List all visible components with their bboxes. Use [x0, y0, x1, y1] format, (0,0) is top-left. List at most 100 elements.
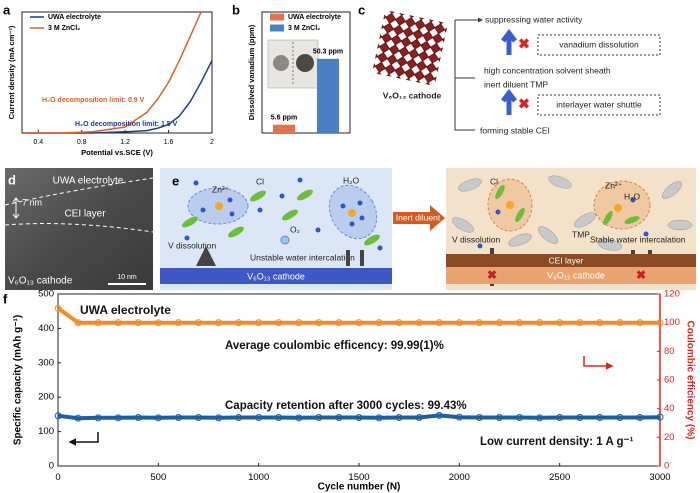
data-point — [616, 413, 624, 421]
cross: ✖ — [518, 36, 530, 52]
data-line — [57, 306, 660, 325]
cross: ✖ — [636, 268, 646, 282]
legend-label: 3 M ZnCl₂ — [288, 25, 320, 32]
e-text: V₆O₁₃ cathode — [547, 270, 605, 280]
zn-ion — [215, 202, 223, 210]
inset-photo — [267, 39, 319, 89]
data-point — [355, 413, 363, 421]
zn-ion — [614, 204, 622, 212]
y2-tick-label: 100 — [664, 317, 680, 328]
cross: ✖ — [518, 96, 530, 112]
panel-d: d UWA electrolyte 7 nm CEI layer V₆O₁₃ c… — [4, 168, 154, 290]
e-text: Stable water intercalation — [590, 234, 686, 244]
data-point — [235, 413, 243, 421]
tmp-molecules — [452, 175, 693, 251]
data-point — [295, 414, 303, 422]
arrow — [346, 250, 364, 266]
data-point — [355, 319, 363, 327]
data-point — [215, 319, 223, 327]
data-point — [315, 319, 323, 327]
y2-tick-label: 60 — [664, 375, 675, 386]
value-label: 5.6 ppm — [271, 115, 297, 122]
zn-ion — [506, 201, 514, 209]
data-point — [114, 414, 122, 422]
legend-swatch — [270, 24, 284, 32]
x-tick-label: 0.4 — [33, 139, 43, 146]
c-text: suppressing water activity — [485, 14, 583, 24]
annotation: H₂O decomposition limit: 1.5 V — [75, 121, 178, 128]
data-point — [94, 319, 102, 327]
x-tick-label: 2 — [210, 139, 214, 146]
data-point — [194, 413, 202, 421]
x-tick-label: 0 — [55, 472, 60, 483]
cl-ions — [495, 184, 640, 226]
axis-arrow — [583, 356, 614, 370]
annotation: H₂O decomposition limit: 0.9 V — [42, 97, 145, 104]
d-text: 7 nm — [22, 197, 42, 207]
data-point — [275, 413, 283, 421]
x-tick-label: 1.2 — [120, 139, 130, 146]
bracket — [454, 19, 475, 131]
d-text: V₆O₁₃ cathode — [8, 276, 73, 287]
legend-label: UWA electrolyte — [48, 14, 101, 21]
data-point — [475, 413, 483, 421]
legend-label: 3 M ZnCl₂ — [48, 25, 80, 32]
data-point — [134, 319, 142, 327]
data-point — [415, 319, 423, 327]
o2 — [280, 235, 290, 245]
y-axis-label: Current density (mA cm⁻²) — [7, 25, 16, 119]
y2-tick-label: 80 — [664, 346, 675, 357]
cl-ions — [182, 189, 380, 246]
data-line — [22, 11, 202, 134]
x-tick-label: 1000 — [248, 472, 269, 483]
up-arrow — [501, 88, 517, 115]
data-point — [656, 319, 664, 327]
data-point — [435, 411, 443, 419]
data-point — [114, 319, 122, 327]
data-point — [275, 319, 283, 327]
annotation: Average coulombic efficency: 99.99(1)% — [225, 340, 444, 352]
e-text: TMP — [572, 229, 590, 239]
data-point — [475, 319, 483, 327]
y2-tick-label: 0 — [664, 461, 669, 472]
data-point — [174, 319, 182, 327]
e-text: O₂ — [290, 224, 300, 234]
data-point — [134, 413, 142, 421]
bar — [273, 124, 295, 133]
data-point — [516, 319, 524, 327]
e-text: CEI layer — [549, 255, 584, 265]
c-text: vanadium dissolution — [559, 39, 639, 49]
annotation: UWA electrolyte — [80, 303, 171, 317]
data-point — [54, 412, 62, 420]
data-point — [576, 319, 584, 327]
zn-ion — [348, 209, 356, 217]
x-axis-label: Cycle number (N) — [318, 482, 401, 493]
data-point — [215, 414, 223, 422]
panel-e: e Zn²⁺ Cl H₂O O₂ V dissolution Unstable … — [160, 168, 696, 290]
plot-frame — [261, 11, 351, 134]
data-point — [375, 414, 383, 422]
e-text: Zn²⁺ — [212, 184, 230, 194]
c-text: forming stable CEI — [480, 125, 550, 135]
e-text: Zn²⁺ — [605, 180, 623, 190]
panel-label: c — [358, 2, 365, 17]
data-point — [536, 414, 544, 422]
data-point — [255, 319, 263, 327]
x-tick-label: 500 — [150, 472, 166, 483]
panel-label: a — [3, 2, 11, 17]
x-tick-label: 2500 — [549, 472, 570, 483]
data-point — [656, 413, 664, 421]
y-tick-label: 100 — [38, 426, 54, 437]
data-point — [395, 319, 403, 327]
data-line — [22, 60, 213, 134]
d-text: 10 nm — [117, 274, 137, 281]
d-text: CEI layer — [64, 209, 106, 220]
panel-c: c V₆O₁₃ cathode suppressing water activi… — [358, 2, 661, 135]
c-text: interlayer water shuttle — [556, 99, 642, 109]
e-text: H₂O — [624, 191, 640, 201]
x-tick-label: 2000 — [449, 472, 470, 483]
cathode-band — [160, 268, 392, 284]
e-text: Unstable water intercalation — [250, 252, 355, 262]
thickness-arrow — [12, 197, 20, 219]
data-point — [556, 413, 564, 421]
